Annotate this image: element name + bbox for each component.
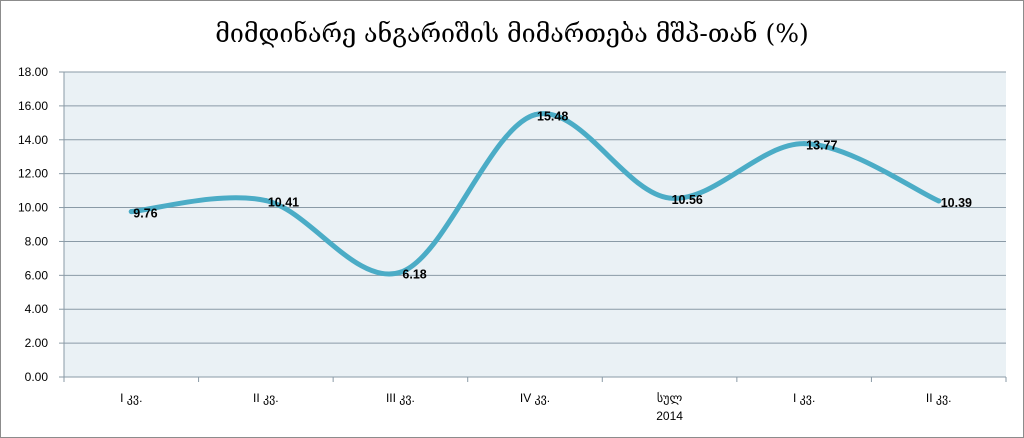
y-tick-label: 2.00 xyxy=(25,336,49,350)
y-tick-label: 4.00 xyxy=(25,302,49,316)
y-tick-label: 8.00 xyxy=(25,234,49,248)
x-tick-label: II კვ. xyxy=(926,391,952,405)
data-label: 9.76 xyxy=(133,207,157,221)
y-tick-label: 10.00 xyxy=(18,201,48,215)
data-point xyxy=(801,141,807,147)
y-tick-label: 0.00 xyxy=(25,370,49,384)
data-label: 13.77 xyxy=(806,139,837,153)
y-tick-label: 16.00 xyxy=(18,99,48,113)
x-tick-label: II კვ. xyxy=(253,391,279,405)
data-point xyxy=(667,195,673,201)
data-point xyxy=(936,198,942,204)
data-label: 10.41 xyxy=(268,196,299,210)
data-label: 6.18 xyxy=(402,267,426,281)
y-tick-label: 14.00 xyxy=(18,133,48,147)
chart-title: მიმდინარე ანგარიშის მიმართება მშპ-თან (%… xyxy=(215,19,809,48)
x-tick-label: I კვ. xyxy=(120,391,142,405)
data-label: 10.56 xyxy=(672,193,703,207)
x-tick-label: I კვ. xyxy=(793,391,815,405)
y-tick-label: 18.00 xyxy=(18,65,48,79)
y-tick-label: 6.00 xyxy=(25,268,49,282)
plot-area xyxy=(64,72,1006,377)
data-point xyxy=(397,269,403,275)
x-tick-label: III კვ. xyxy=(386,391,415,405)
data-label: 10.39 xyxy=(941,196,972,210)
x-tick-sublabel: 2014 xyxy=(656,409,683,423)
x-tick-label: სულ xyxy=(657,391,683,405)
y-tick-label: 12.00 xyxy=(18,167,48,181)
data-point xyxy=(532,112,538,118)
data-label: 15.48 xyxy=(537,110,568,124)
data-point xyxy=(263,198,269,204)
data-point xyxy=(128,209,134,215)
x-tick-label: IV კვ. xyxy=(520,391,550,405)
